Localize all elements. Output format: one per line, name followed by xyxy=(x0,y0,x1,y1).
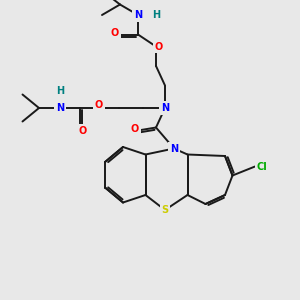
Text: O: O xyxy=(95,100,103,110)
Text: Cl: Cl xyxy=(256,161,267,172)
Text: N: N xyxy=(56,103,64,113)
Text: N: N xyxy=(161,103,169,113)
Text: O: O xyxy=(78,125,87,136)
Text: H: H xyxy=(152,10,160,20)
Text: S: S xyxy=(161,205,169,215)
Text: O: O xyxy=(155,41,163,52)
Text: O: O xyxy=(111,28,119,38)
Text: H: H xyxy=(56,86,64,97)
Text: N: N xyxy=(134,10,142,20)
Text: N: N xyxy=(170,143,178,154)
Text: O: O xyxy=(131,124,139,134)
